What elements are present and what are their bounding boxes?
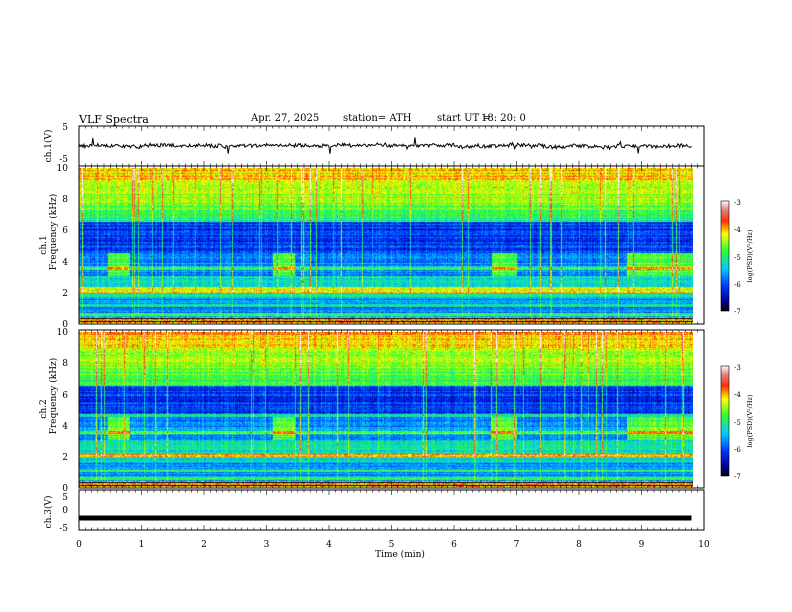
ch3-ytick-minus5: -5 (59, 524, 68, 534)
ch2-spec-ytick-4: 4 (62, 422, 68, 432)
ch2-spec-ylabel-channel: ch.2 (39, 399, 49, 418)
ch1-spec-ylabel-frequency: Frequency (kHz) (48, 194, 59, 271)
ch1-spectrogram-image (79, 168, 693, 323)
ch1-cbar-label: log(PSD)(V²/Hz) (746, 229, 754, 282)
ch1-spec-ytick-4: 4 (62, 258, 68, 268)
ch2-spectrogram-image (79, 332, 693, 487)
ch1-cbar-tick-minus7: -7 (734, 308, 741, 316)
start-ut-label: start UT = (437, 113, 491, 124)
x-axis-tick-10: 10 (698, 540, 710, 550)
ch1-cbar-tick-minus5: -5 (734, 254, 741, 262)
ch1-spec-ylabel-channel: ch.1 (39, 235, 49, 254)
x-axis-tick-7: 7 (514, 540, 520, 550)
ch2-cbar-label: log(PSD)(V²/Hz) (746, 394, 754, 447)
x-axis-tick-9: 9 (639, 540, 645, 550)
ch2-cbar-tick-minus7: -7 (734, 473, 741, 481)
ch1-spec-ytick-2: 2 (62, 289, 68, 299)
x-axis-tick-4: 4 (326, 540, 332, 550)
ch3-waveform-frame (78, 489, 705, 531)
ch2-spec-ytick-6: 6 (62, 391, 68, 401)
ch1-spectrogram-frame (78, 165, 705, 325)
x-axis-label: Time (min) (375, 549, 425, 560)
ch1-spectrogram-panel: 10 8 6 4 2 0 ch.1 Frequency (kHz) -3 -4 … (39, 164, 754, 330)
ch3-ytick-5: 5 (62, 493, 68, 503)
x-axis-tick-1: 1 (139, 540, 145, 550)
ch3-waveform-panel: 5 0 -5 ch.3(V) 0 1 2 3 4 5 6 7 8 9 10 Time (min) (43, 489, 710, 560)
ch2-cbar-tick-minus3: -3 (734, 364, 741, 372)
ch2-cbar-tick-minus5: -5 (734, 419, 741, 427)
ch1-spec-ytick-0: 0 (62, 320, 68, 330)
ch1-waveform-panel: 5 -5 ch.1(V) (43, 123, 705, 167)
ch2-cbar-tick-minus4: -4 (734, 391, 741, 399)
ch2-spectrogram-ticks (78, 330, 705, 488)
ch3-ylabel: ch.3(V) (43, 496, 54, 529)
start-ut-value: 18: 20: 0 (481, 113, 526, 124)
ch1-spec-ytick-8: 8 (62, 195, 68, 205)
ch2-colorbar (720, 365, 730, 477)
ch1-spec-ytick-6: 6 (62, 226, 68, 236)
station-label: station= ATH (343, 113, 412, 124)
x-axis-tick-8: 8 (576, 540, 582, 550)
ch1-ytick-minus5: -5 (59, 155, 68, 165)
ch1-ylabel: ch.1(V) (43, 130, 54, 163)
ch3-ytick-0: 0 (62, 506, 68, 516)
ch2-cbar-tick-minus6: -6 (734, 446, 741, 454)
ch2-spectrogram-frame (78, 329, 705, 489)
ch1-cbar-tick-minus3: -3 (734, 199, 741, 207)
x-axis-tick-0: 0 (76, 540, 82, 550)
ch2-spec-ytick-2: 2 (62, 453, 68, 463)
x-axis-tick-labels: 0 1 2 3 4 5 6 7 8 9 10 (76, 540, 710, 550)
ch2-spec-ytick-0: 0 (62, 484, 68, 494)
ch1-cbar-tick-minus4: -4 (734, 226, 741, 234)
ch2-spec-ytick-10: 10 (57, 328, 69, 338)
ch1-colorbar (720, 200, 730, 312)
x-axis-tick-5: 5 (389, 540, 395, 550)
x-axis-tick-2: 2 (201, 540, 207, 550)
ch1-spec-ytick-10: 10 (57, 164, 69, 174)
x-axis-tick-3: 3 (264, 540, 270, 550)
ch2-spectrogram-panel: 10 8 6 4 2 0 ch.2 Frequency (kHz) -3 -4 … (39, 328, 754, 494)
date-label: Apr. 27, 2025 (251, 113, 320, 124)
figure-title: VLF Spectra (79, 113, 149, 126)
ch3-waveform-ticks (78, 490, 705, 530)
ch2-spec-ylabel-frequency: Frequency (kHz) (48, 358, 59, 435)
ch1-waveform-line (78, 137, 692, 154)
ch1-cbar-tick-minus6: -6 (734, 281, 741, 289)
ch1-ytick-5: 5 (62, 123, 68, 133)
ch2-spec-ytick-8: 8 (62, 359, 68, 369)
x-axis-tick-6: 6 (451, 540, 457, 550)
